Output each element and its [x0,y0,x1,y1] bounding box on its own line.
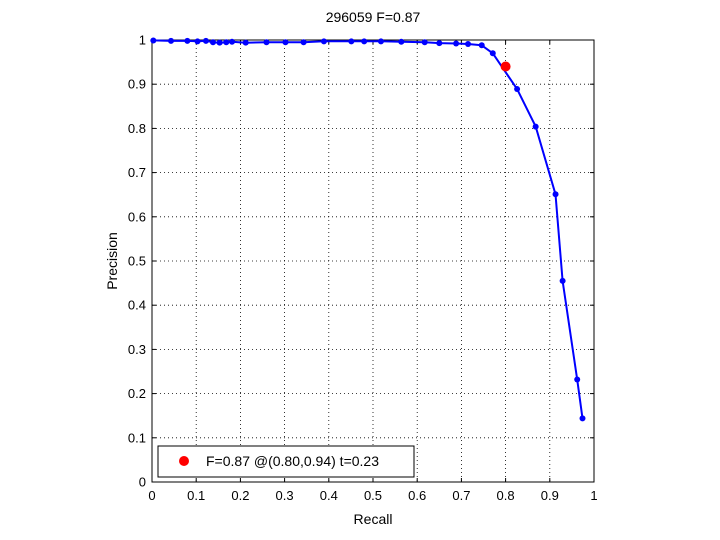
x-tick-label: 0.3 [276,488,294,503]
x-tick-label: 0.8 [497,488,515,503]
pr-curve-point [559,277,566,284]
legend-box [157,445,415,478]
y-tick-label: 0.2 [128,386,146,401]
chart-title: 296059 F=0.87 [326,9,421,25]
legend-marker [179,456,189,466]
pr-curve-point [184,37,191,44]
pr-curve-point [398,38,405,45]
pr-curve-point [436,40,443,47]
y-tick-label: 0 [139,475,146,490]
grid [152,40,594,482]
x-tick-label: 0.7 [452,488,470,503]
x-tick-label: 1 [590,488,597,503]
x-tick-label: 0.6 [408,488,426,503]
pr-curve-point [168,37,175,44]
pr-curve-point [216,39,223,46]
pr-curve-point [532,123,539,130]
pr-curve-point [150,37,157,44]
pr-curve-point [489,50,496,57]
series [150,37,586,422]
highlight [500,61,511,72]
y-tick-label: 0.5 [128,254,146,269]
pr-curve-point [579,415,586,422]
x-tick-label: 0.1 [187,488,205,503]
pr-curve-point [223,39,230,46]
pr-curve-point [514,86,521,93]
pr-curve-point [465,40,472,47]
pr-curve-point [300,39,307,46]
pr-curve-point [348,38,355,45]
pr-curve-point [552,191,559,198]
y-tick-label: 0.7 [128,165,146,180]
pr-curve-point [361,38,368,45]
pr-curve-point [282,39,289,46]
y-axis-label: Precision [104,232,120,290]
y-tick-label: 0.9 [128,77,146,92]
y-tick-label: 0.6 [128,209,146,224]
pr-curve-point [242,39,249,46]
y-tick-label: 0.1 [128,430,146,445]
pr-curve-point [421,39,428,46]
x-tick-label: 0.2 [231,488,249,503]
pr-curve-point [453,40,460,47]
pr-curve-point [320,38,327,45]
axis-ticks: 0 0.1 0.2 0.3 0.4 0.5 0.6 0.7 0.8 0.9 1 0 0.1 0.2 0.3 0… [128,33,598,504]
x-tick-label: 0.5 [364,488,382,503]
y-tick-label: 0.8 [128,121,146,136]
pr-curve-point [202,37,209,44]
pr-curve-point [574,376,581,383]
y-tick-label: 0.4 [128,298,146,313]
legend: F=0.87 @(0.80,0.94) t=0.23 [157,445,415,478]
pr-curve-point [377,38,384,45]
pr-curve-point [194,38,201,45]
pr-curve-point [229,38,236,45]
pr-curve-point [478,42,485,49]
pr-curve-point [263,39,270,46]
best-f-point [500,61,511,72]
pr-curve-point [209,39,216,46]
legend-text: F=0.87 @(0.80,0.94) t=0.23 [206,453,379,469]
x-axis-label: Recall [354,511,393,527]
x-tick-label: 0.9 [541,488,559,503]
y-tick-label: 1 [139,33,146,48]
y-tick-label: 0.3 [128,342,146,357]
x-tick-label: 0.4 [320,488,338,503]
pr-curve-line [153,39,584,419]
x-tick-label: 0 [148,488,155,503]
